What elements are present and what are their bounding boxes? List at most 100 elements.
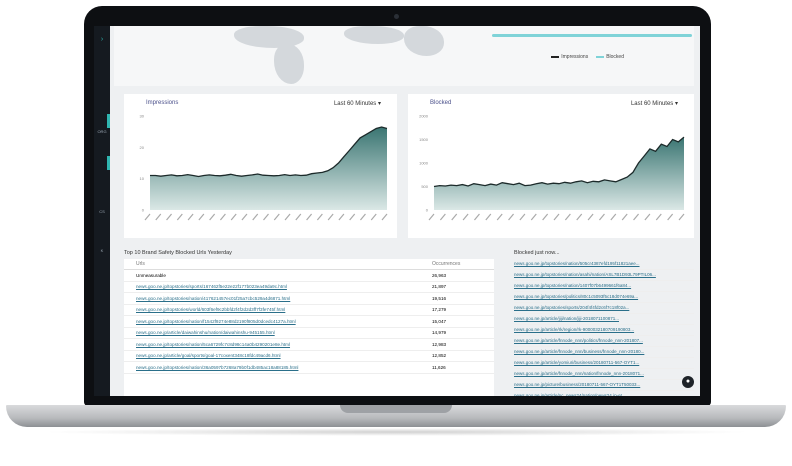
feed-link[interactable]: news.goo.ne.jp/article/jiji/nation/jiji-… [514, 314, 694, 325]
feed-link[interactable]: news.goo.ne.jp/article/fnnode_nnn/politi… [514, 336, 694, 347]
x-tick-mark [462, 213, 469, 221]
chat-button[interactable]: ● [682, 376, 694, 388]
blocked-panel: Blocked Last 60 Minutes ▾ 0 500 1000 1500 20… [408, 94, 694, 238]
url-link[interactable]: news.goo.ne.jp/topstories/nation/5ca6729… [136, 341, 291, 347]
x-tick-mark [678, 213, 685, 221]
feed-link[interactable]: news.goo.ne.jp/topstories/nation/505cr43… [514, 259, 694, 270]
feed-link[interactable]: news.goo.ne.jp/article/nc_news24/nation/… [514, 391, 694, 396]
x-tick-mark [621, 213, 628, 221]
sidebar: › ORG CS K [94, 26, 110, 396]
webcam [394, 14, 399, 19]
y-tick-label: 30 [140, 114, 145, 119]
feed-link[interactable]: news.goo.ne.jp/topstories/nation/asahi/n… [514, 270, 694, 281]
feed-link[interactable]: news.goo.ne.jp/article/yomiuri/business/… [514, 358, 694, 369]
x-tick-mark [553, 213, 560, 221]
legend-blocked: Blocked [596, 54, 624, 60]
feed-link[interactable]: news.goo.ne.jp/article/fnnode_nnn/nation… [514, 369, 694, 380]
x-tick-mark [338, 213, 345, 221]
table-row: news.goo.ne.jp/topstories/nation/f1542f9… [124, 316, 494, 328]
y-tick-label: 500 [421, 184, 428, 189]
x-tick-mark [381, 213, 388, 221]
url-link[interactable]: news.goo.ne.jp/topstories/nation/4176214… [136, 295, 291, 301]
url-link[interactable]: news.goo.ne.jp/topstories/nation/36a0597… [136, 364, 299, 370]
blocked-range-dropdown[interactable]: Last 60 Minutes ▾ [630, 101, 678, 107]
x-tick-mark [359, 213, 366, 221]
blocked-chart: 0 500 1000 1500 2000 [419, 114, 685, 221]
x-tick-mark [166, 213, 173, 221]
map-landmass-south [274, 44, 304, 84]
x-tick-mark [587, 213, 594, 221]
feed-link[interactable]: news.goo.ne.jp/topstories/sports/204f4f4… [514, 303, 694, 314]
sidebar-item-k[interactable]: K [100, 248, 104, 253]
x-tick-mark [655, 213, 662, 221]
menu-expand-icon[interactable]: › [100, 36, 104, 43]
area-series [150, 127, 387, 210]
x-tick-mark [451, 213, 458, 221]
x-tick-mark [273, 213, 280, 221]
occurrence-count: 17,279 [432, 307, 447, 313]
feed-link[interactable]: news.goo.ne.jp/picture/business/20180711… [514, 380, 694, 391]
feed-link[interactable]: news.goo.ne.jp/topstories/politics/80c1c… [514, 292, 694, 303]
impressions-panel: Impressions Last 60 Minutes ▾ 0 10 20 30 [124, 94, 397, 238]
area-series [434, 137, 684, 210]
url-link[interactable]: news.goo.ne.jp/article/daiwahinshu/natio… [136, 330, 275, 336]
dashboard-screen: › ORG CS K Impressions Blocked Impressio… [94, 26, 700, 396]
x-tick-mark [633, 213, 640, 221]
url-link[interactable]: news.goo.ne.jp/topstories/sports/167462f… [136, 284, 287, 290]
x-tick-mark [198, 213, 205, 221]
table-row: news.goo.ne.jp/topstories/nation/36a0597… [124, 362, 494, 374]
sidebar-item-org[interactable]: ORG [97, 129, 107, 134]
series-line [150, 126, 388, 178]
timeline-line [492, 34, 692, 37]
x-tick-mark [564, 213, 571, 221]
x-tick-mark [508, 213, 515, 221]
table-row: news.goo.ne.jp/topstories/world/603f6ef9… [124, 305, 494, 316]
col-occurrences: Occurrences [432, 261, 461, 267]
laptop-notch [340, 405, 452, 413]
y-tick-label: 20 [140, 145, 145, 150]
y-tick-label: 10 [140, 176, 145, 181]
top-urls-title: Top 10 Brand Safety Blocked Urls Yesterd… [124, 250, 232, 256]
x-tick-mark [473, 213, 480, 221]
impressions-chart: 0 10 20 30 [140, 114, 388, 221]
impressions-range-dropdown[interactable]: Last 60 Minutes ▾ [333, 101, 381, 107]
main-content: Impressions Blocked Impressions Last 60 … [110, 26, 700, 396]
url-link[interactable]: news.goo.ne.jp/article/goal/sports/goal-… [136, 353, 281, 359]
x-tick-mark [219, 213, 226, 221]
y-tick-label: 2000 [419, 114, 429, 119]
col-urls: Urls [136, 261, 145, 267]
chart-legend: Impressions Blocked [551, 54, 624, 60]
x-tick-mark [576, 213, 583, 221]
series-line [433, 136, 685, 188]
x-tick-mark [176, 213, 183, 221]
blocked-feed: news.goo.ne.jp/topstories/nation/505cr43… [514, 259, 694, 396]
y-tick-label: 0 [142, 208, 145, 213]
x-tick-mark [316, 213, 323, 221]
y-tick-label: 0 [426, 208, 429, 213]
x-tick-mark [349, 213, 356, 221]
world-map-panel: Impressions Blocked [114, 26, 694, 86]
url-text: Unmeasurable [136, 272, 166, 278]
url-link[interactable]: news.goo.ne.jp/topstories/nation/f1542f9… [136, 318, 296, 324]
feed-link[interactable]: news.goo.ne.jp/topstories/nation/1407f07… [514, 281, 694, 292]
impressions-title: Impressions [146, 100, 179, 106]
x-tick-mark [598, 213, 605, 221]
x-tick-mark [209, 213, 216, 221]
laptop-base [6, 405, 786, 427]
top-urls-table: Urls Occurrences Unmeasurable 26,963 news.… [124, 259, 494, 396]
sidebar-item-cs[interactable]: CS [99, 209, 105, 214]
feed-link[interactable]: news.goo.ne.jp/article/fnnode_nnn/busine… [514, 347, 694, 358]
x-tick-mark [284, 213, 291, 221]
feed-link[interactable]: news.goo.ne.jp/article/rk/region/rk-9000… [514, 325, 694, 336]
feed-title: Blocked just now... [514, 250, 560, 256]
x-tick-mark [519, 213, 526, 221]
laptop-shadow [40, 428, 752, 436]
x-tick-mark [187, 213, 194, 221]
url-link[interactable]: news.goo.ne.jp/topstories/world/603f6ef9… [136, 307, 286, 313]
y-tick-label: 1500 [419, 137, 429, 142]
table-row: news.goo.ne.jp/article/daiwahinshu/natio… [124, 328, 494, 339]
x-tick-mark [252, 213, 259, 221]
table-row: news.goo.ne.jp/topstories/nation/5ca6729… [124, 339, 494, 351]
x-tick-mark [496, 213, 503, 221]
occurrence-count: 11,626 [432, 364, 446, 370]
